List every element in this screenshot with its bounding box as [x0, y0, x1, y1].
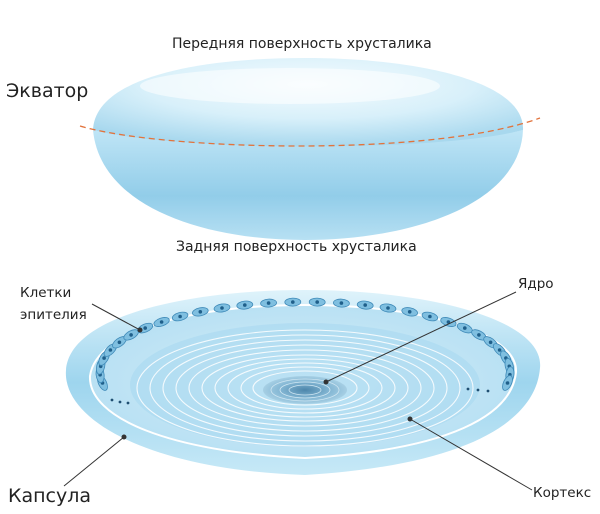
epithelial-cell-nucleus [143, 326, 147, 330]
epithelial-cell-nucleus [243, 303, 247, 307]
back-surface-label: Задняя поверхность хрусталика [176, 239, 417, 255]
epithelial-cells-label-line1: Клетки [20, 285, 72, 301]
lens-bottom-half [93, 130, 523, 240]
epithelial-cell-nucleus [102, 356, 106, 360]
nucleus [263, 376, 347, 404]
capsule-label: Капсула [8, 485, 92, 507]
epithelial-cell-nucleus [488, 340, 493, 345]
equator-line [79, 117, 541, 147]
epithelial-cell-nucleus [117, 340, 122, 345]
epithelial-cell-nucleus [315, 300, 320, 304]
nucleus-rings [270, 378, 340, 402]
epithelial-cell-nucleus [291, 300, 295, 304]
epithelial-cell-nucleus [497, 348, 502, 352]
epithelial-cell-nucleus [198, 310, 203, 314]
epithelial-cell-nucleus [178, 314, 182, 319]
leader-lines [63, 291, 533, 491]
epithelial-cell-nucleus [386, 306, 390, 310]
epithelial-cell-nucleus [446, 320, 451, 324]
epithelial-cell-nucleus [266, 301, 271, 305]
epithelial-cell-nucleus [505, 381, 510, 385]
epithelial-cell-nucleus [220, 306, 224, 310]
leader-nucleus [325, 291, 517, 383]
epithelial-cell-nucleus [129, 333, 133, 337]
fiber-dots [110, 387, 490, 405]
epithelial-cell-nucleus [108, 348, 113, 352]
lens-highlight [140, 68, 440, 104]
epithelial-cells [95, 297, 515, 391]
nucleus-label: Ядро [518, 276, 554, 292]
equator-label: Экватор [6, 80, 89, 102]
cortex-label: Кортекс [533, 485, 592, 501]
leader-cells [91, 303, 141, 331]
leader-capsule [63, 436, 125, 487]
epithelial-cell-nucleus [463, 326, 467, 330]
epithelial-cell-nucleus [477, 333, 481, 337]
cortex-rings [136, 329, 474, 447]
epithelial-cells-label-line2: эпителия [20, 307, 87, 323]
epithelial-cell-nucleus [159, 320, 164, 324]
epithelial-cell-nucleus [363, 303, 368, 307]
leader-cortex [409, 418, 533, 491]
epithelial-cell-nucleus [428, 314, 432, 319]
lens-side-view [79, 58, 541, 240]
epithelial-cell-nucleus [407, 310, 412, 314]
lens-cross-section [65, 290, 541, 475]
front-surface-label: Передняя поверхность хрусталика [172, 36, 432, 52]
epithelial-cell-nucleus [339, 301, 344, 305]
